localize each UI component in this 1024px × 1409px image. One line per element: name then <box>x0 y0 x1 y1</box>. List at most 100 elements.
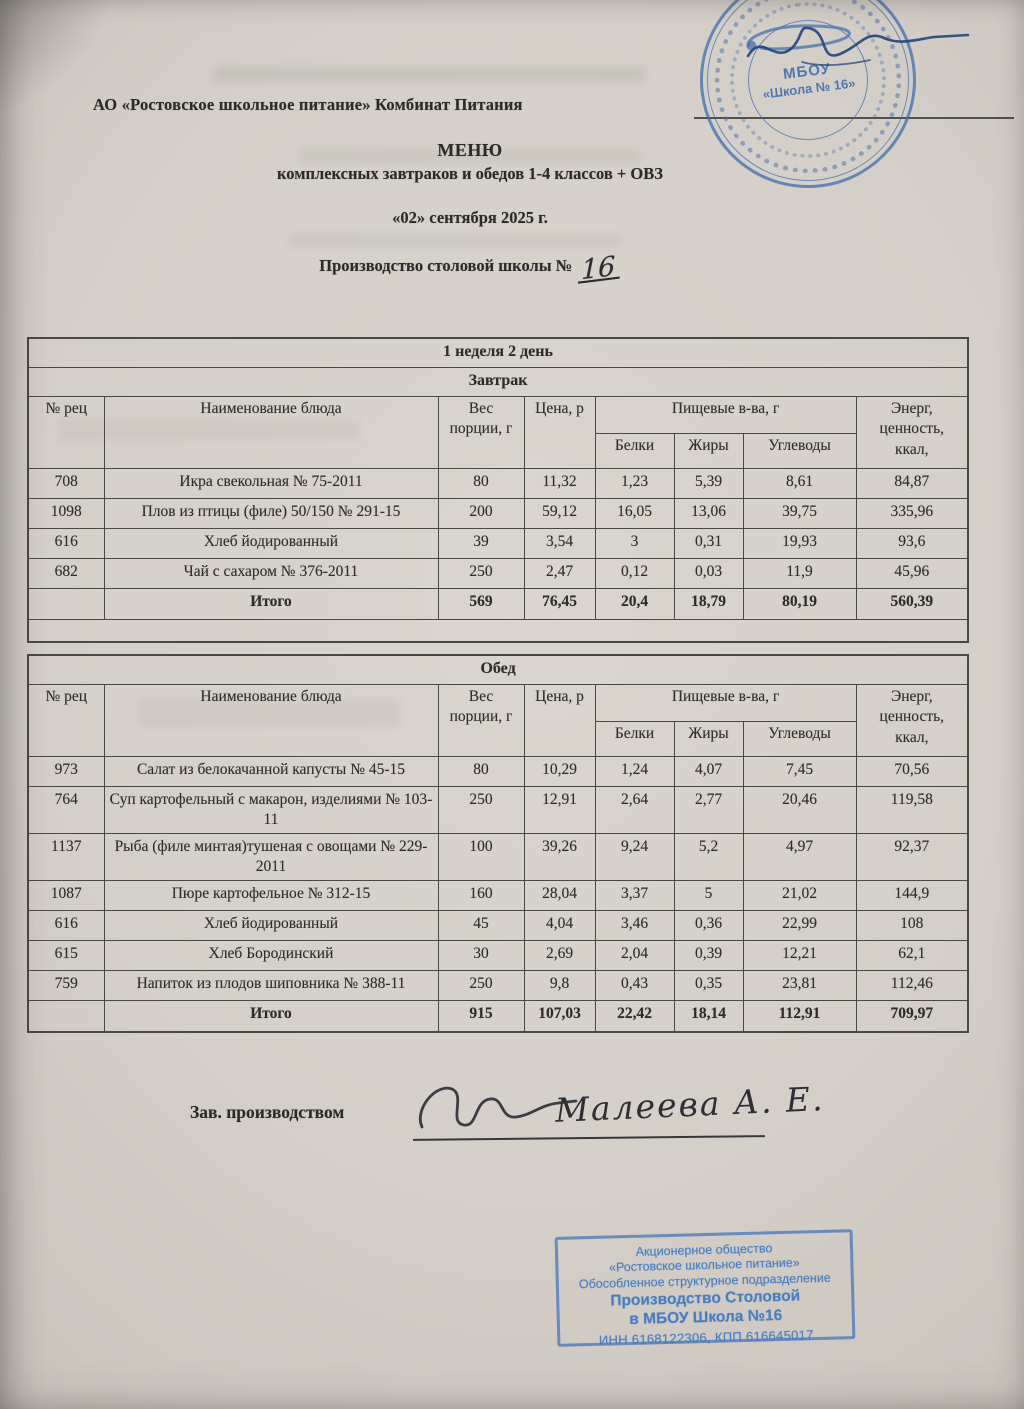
cell-carbs: 11,9 <box>742 558 857 589</box>
cell-carbs: 39,75 <box>742 498 857 529</box>
cell-fat: 0,35 <box>673 969 744 1001</box>
cell-energy: 92,37 <box>855 832 969 881</box>
cell-energy: 62,1 <box>855 939 969 971</box>
cell-price: 12,91 <box>523 786 596 834</box>
manager-signature-ink <box>418 1086 578 1129</box>
cell-energy: 335,96 <box>855 498 969 529</box>
cell-energy: 112,46 <box>855 969 969 1001</box>
cell-price: 11,32 <box>523 468 596 499</box>
section-title-row: Завтрак <box>27 367 969 397</box>
cell-num: 708 <box>27 468 105 499</box>
cell-carbs: 23,81 <box>742 969 857 1001</box>
cell-num: 1087 <box>27 879 105 911</box>
cell-name: Рыба (филе минтая)тушеная с овощами № 22… <box>103 832 439 881</box>
cell-fat: 0,39 <box>673 939 744 971</box>
menu-item-row: 708 Икра свекольная № 75-2011 80 11,32 1,23 5… <box>27 468 969 499</box>
empty-row <box>27 619 969 643</box>
cell-fat: 18,79 <box>673 588 744 620</box>
bleed-through-smudge <box>215 68 645 81</box>
menu-item-row: 615 Хлеб Бородинский 30 2,69 2,04 0,39 12,21 62… <box>27 939 969 971</box>
cell-price: 3,54 <box>523 528 596 559</box>
cell-energy: 108 <box>855 909 969 941</box>
cell-protein: 9,24 <box>594 832 675 881</box>
cell-weight: 250 <box>437 969 525 1001</box>
cell-num <box>27 999 105 1033</box>
col-num-header: № рец <box>27 684 105 757</box>
cell-name: Чай с сахаром № 376-2011 <box>103 558 439 589</box>
nutrient-subheader-row: Белки Жиры Углеводы <box>28 721 968 757</box>
cell-name: Итого <box>103 588 439 620</box>
col-nutrients-header: Пищевые в-ва, г <box>594 396 857 434</box>
cell-energy: 144,9 <box>855 879 969 911</box>
col-energy-header: Энерг, ценность, ккал, <box>855 684 969 757</box>
menu-item-row: 764 Суп картофельный с макарон, изделиями… <box>27 786 969 834</box>
bleed-through-smudge <box>290 235 620 247</box>
cell-protein: 3 <box>594 528 675 559</box>
cell-weight: 250 <box>437 558 525 589</box>
cell-energy: 93,6 <box>855 528 969 559</box>
cell-carbs: 4,97 <box>742 832 857 881</box>
cell-name: Суп картофельный с макарон, изделиями № … <box>103 786 439 834</box>
cell-price: 76,45 <box>523 588 596 620</box>
cell-protein: 0,12 <box>594 558 675 589</box>
cell-protein: 0,43 <box>594 969 675 1001</box>
col-nutrients-header: Пищевые в-ва, г <box>594 684 857 722</box>
col-sub-header: Белки <box>594 433 675 469</box>
cell-fat: 5 <box>673 879 744 911</box>
cell-fat: 0,31 <box>673 528 744 559</box>
menu-item-row: 1137 Рыба (филе минтая)тушеная с овощами … <box>27 832 969 881</box>
cell-weight: 160 <box>437 879 525 911</box>
cell-energy: 709,97 <box>855 999 969 1033</box>
cell-energy: 45,96 <box>855 558 969 589</box>
production-line: Производство столовой школы № 16 <box>0 251 940 286</box>
cell-name: Салат из белокачанной капусты № 45-15 <box>103 756 439 787</box>
section-title: Обед <box>27 654 969 685</box>
cell-name: Итого <box>103 999 439 1033</box>
document-subtitle: комплексных завтраков и обедов 1-4 класс… <box>277 164 663 183</box>
section-title-row: Обед <box>27 654 969 685</box>
col-weight-header: Вес порции, г <box>437 396 525 469</box>
menu-table-breakfast: 1 неделя 2 день Завтрак № рец Наименование … <box>27 337 970 643</box>
menu-table-lunch: Обед № рец Наименование блюда Вес порции, г… <box>27 654 970 1033</box>
cell-num: 616 <box>27 528 105 559</box>
director-signature-ink <box>746 26 970 66</box>
cell-price: 4,04 <box>523 909 596 941</box>
cell-num: 764 <box>27 786 105 834</box>
cell-fat: 2,77 <box>673 786 744 834</box>
cell-price: 39,26 <box>523 832 596 881</box>
document-date: «02» сентября 2025 г. <box>392 208 548 227</box>
col-price-header: Цена, р <box>523 396 596 469</box>
col-price-header: Цена, р <box>523 684 596 757</box>
cell-protein: 2,64 <box>594 786 675 834</box>
cell-name: Хлеб йодированный <box>103 909 439 941</box>
menu-item-row: 616 Хлеб йодированный 45 4,04 3,46 0,36 22,99 1… <box>27 909 969 941</box>
cell-weight: 915 <box>437 999 525 1033</box>
menu-item-row: 973 Салат из белокачанной капусты № 45-15… <box>27 756 969 787</box>
total-row: Итого 569 76,45 20,4 18,79 80,19 560,39 <box>27 588 969 620</box>
cell-weight: 100 <box>437 832 525 881</box>
col-num-header: № рец <box>27 396 105 469</box>
cell-num: 759 <box>27 969 105 1001</box>
cell-weight: 569 <box>437 588 525 620</box>
menu-item-row: 1087 Пюре картофельное № 312-15 160 28,04 3,… <box>27 879 969 911</box>
signature-name: Малеева А. Е. <box>554 1079 826 1130</box>
col-energy-header: Энерг, ценность, ккал, <box>855 396 969 469</box>
empty-spacer-row <box>27 619 969 643</box>
cell-price: 107,03 <box>523 999 596 1033</box>
cell-protein: 20,4 <box>594 588 675 620</box>
cell-fat: 18,14 <box>673 999 744 1033</box>
menu-item-row: 1098 Плов из птицы (филе) 50/150 № 291-15… <box>27 498 969 529</box>
cell-price: 9,8 <box>523 969 596 1001</box>
cell-fat: 5,2 <box>673 832 744 881</box>
col-name-header: Наименование блюда <box>103 684 439 757</box>
cell-price: 59,12 <box>523 498 596 529</box>
cell-price: 2,69 <box>523 939 596 971</box>
cell-weight: 80 <box>437 756 525 787</box>
col-name-header: Наименование блюда <box>103 396 439 469</box>
cell-energy: 560,39 <box>855 588 969 620</box>
cell-protein: 1,24 <box>594 756 675 787</box>
document-title: МЕНЮ <box>437 140 503 160</box>
cell-price: 28,04 <box>523 879 596 911</box>
cell-protein: 16,05 <box>594 498 675 529</box>
cell-num: 973 <box>27 756 105 787</box>
